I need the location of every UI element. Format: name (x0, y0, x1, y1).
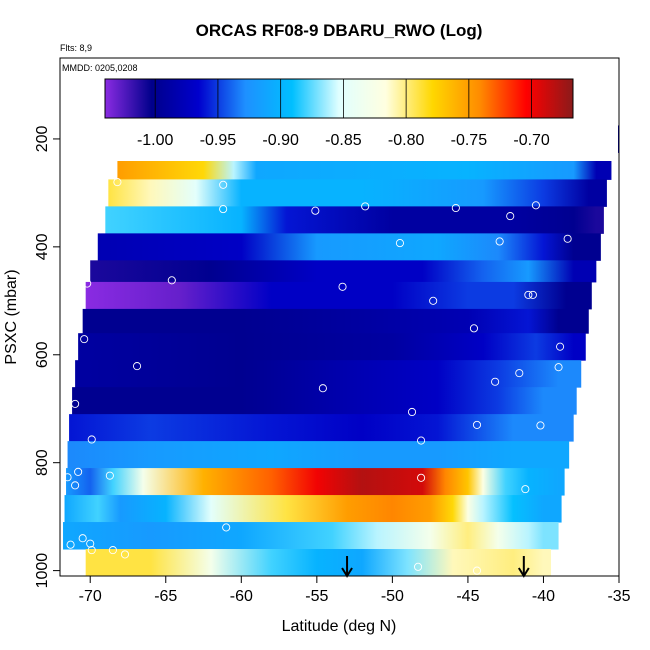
sample-point (407, 407, 417, 417)
sample-point (86, 539, 95, 548)
x-tick-label: -65 (154, 588, 177, 605)
sample-point (395, 239, 404, 248)
sample-point (414, 562, 423, 571)
y-tick-label: 800 (34, 449, 51, 476)
heatmap-row (97, 233, 601, 261)
sample-point (222, 523, 231, 532)
colorbar-ticks: -1.00 -0.95 -0.90 -0.85 -0.80 -0.75 -0.70 (137, 79, 550, 149)
colorbar-tick-label: -0.95 (200, 132, 237, 149)
x-tick-label: -40 (532, 588, 555, 605)
sample-point (133, 362, 142, 371)
colorbar-tick-label: -0.80 (388, 132, 425, 149)
x-axis: -70 -65 -60 -55 -50 -45 -40 -35 (79, 576, 631, 605)
sample-point (536, 421, 545, 430)
date-label: MMDD: 0205,0208 (62, 63, 138, 73)
sample-point (83, 279, 92, 288)
y-tick-label: 1000 (34, 553, 51, 589)
y-tick-label: 400 (34, 233, 51, 260)
sample-point (66, 540, 75, 549)
sample-point (417, 473, 426, 482)
heatmap-row (90, 260, 597, 283)
colorbar (104, 78, 574, 119)
heatmap-row (69, 414, 574, 442)
x-tick-label: -50 (381, 588, 404, 605)
sample-point (556, 342, 565, 351)
sample-point (495, 237, 504, 246)
heatmap-rows (63, 125, 619, 576)
x-axis-label: Latitude (deg N) (282, 618, 397, 635)
heatmap-row (108, 179, 607, 207)
heatmap-row (82, 308, 589, 334)
x-tick-label: -35 (607, 588, 630, 605)
sample-point (472, 420, 482, 429)
sample-point (469, 324, 479, 333)
colorbar-tick-label: -0.85 (325, 132, 362, 149)
sample-point (528, 290, 537, 299)
y-axis-label: PSXC (mbar) (3, 269, 20, 364)
sample-point (80, 335, 89, 344)
sample-point (87, 546, 96, 555)
heatmap-row (67, 441, 570, 469)
sample-point (338, 282, 347, 291)
x-tick-label: -45 (456, 588, 479, 605)
sample-point (554, 363, 563, 372)
sample-point (311, 206, 320, 215)
sample-point (113, 178, 122, 187)
x-tick-label: -60 (230, 588, 253, 605)
sample-point (515, 369, 524, 378)
chart-title: ORCAS RF08-9 DBARU_RWO (Log) (196, 21, 483, 40)
sample-point (417, 436, 426, 445)
heatmap-row (105, 206, 604, 234)
plot-frame (59, 57, 620, 577)
sample-point (563, 234, 572, 243)
sample-point (71, 399, 80, 408)
sample-point (71, 481, 80, 490)
heatmap-row (64, 495, 562, 523)
sample-point (87, 435, 96, 444)
sample-point (521, 485, 530, 494)
flights-label: Flts: 8,9 (60, 43, 92, 53)
sample-point (506, 212, 515, 221)
y-axis: 200 400 600 800 1000 (34, 125, 60, 588)
heatmap-row (85, 549, 552, 576)
sample-point (524, 290, 533, 299)
sample-point (78, 534, 87, 543)
sample-point (429, 296, 438, 305)
heatmap-row (66, 468, 565, 496)
sample-point (74, 467, 83, 476)
x-tick-label: -55 (305, 588, 328, 605)
sample-point (108, 546, 117, 555)
sample-point (361, 202, 370, 211)
sample-point (318, 384, 327, 393)
sample-point (472, 566, 482, 575)
sample-point (63, 473, 72, 482)
sample-point (491, 377, 500, 386)
heatmap-row (75, 360, 582, 388)
y-tick-label: 600 (34, 341, 51, 368)
sample-point (451, 203, 460, 213)
y-tick-label: 200 (34, 125, 51, 152)
colorbar-tick-label: -0.70 (513, 132, 550, 149)
sample-point (167, 276, 176, 285)
colorbar-tick-label: -0.90 (262, 132, 299, 149)
x-tick-label: -70 (79, 588, 102, 605)
heatmap-row (78, 333, 586, 361)
sample-point (219, 205, 228, 214)
colorbar-tick-label: -0.75 (451, 132, 488, 149)
sample-point (96, 224, 105, 234)
sample-point (531, 201, 540, 210)
sample-point (219, 180, 228, 189)
sample-point (120, 550, 130, 559)
heatmap-row (63, 522, 559, 550)
sample-point (105, 471, 114, 480)
colorbar-tick-label: -1.00 (137, 132, 174, 149)
